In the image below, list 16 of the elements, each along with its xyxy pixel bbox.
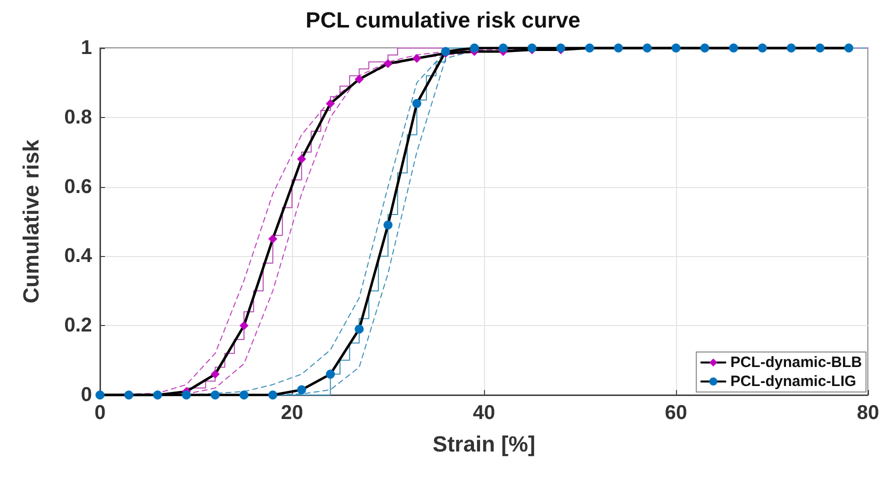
y-tick-label: 0.4 <box>64 245 93 268</box>
y-axis-title: Cumulative risk <box>18 138 44 304</box>
legend-label: PCL-dynamic-BLB <box>730 354 862 371</box>
x-tick-label: 40 <box>472 402 496 424</box>
x-tick-label: 0 <box>94 402 106 424</box>
y-tick-label: 0.8 <box>64 106 92 128</box>
x-axis-title: Strain [%] <box>432 432 536 456</box>
x-tick-label: 20 <box>280 402 304 424</box>
legend-label: PCL-dynamic-LIG <box>730 373 856 390</box>
chart-title: PCL cumulative risk curve <box>306 8 580 32</box>
y-tick-label: 0.6 <box>64 176 92 198</box>
y-tick-label: 0.2 <box>64 314 92 337</box>
x-tick-label: 80 <box>856 402 880 424</box>
y-tick-label: 0 <box>80 384 92 406</box>
x-tick-label: 60 <box>664 402 688 424</box>
y-tick-label: 1 <box>80 37 92 59</box>
